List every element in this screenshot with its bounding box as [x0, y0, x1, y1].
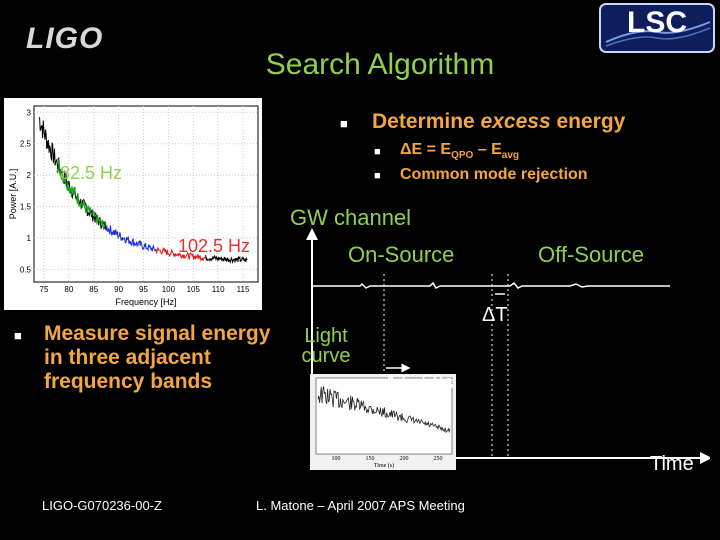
spectrum-grid: [34, 106, 258, 282]
lc-x-tick-label: 250: [434, 456, 443, 462]
lsc-logo-text: LSC: [627, 6, 687, 39]
sub-bullet-common-mode: Common mode rejection: [400, 166, 588, 183]
bullet-text-suffix: energy: [550, 110, 626, 133]
gw-channel-label: GW channel: [290, 205, 412, 230]
footer-document-id: LIGO-G070236-00-Z: [42, 498, 162, 513]
subscript-qpo: QPO: [451, 150, 474, 162]
x-tick-label: 105: [187, 285, 201, 294]
y-tick-label: 0.5: [20, 265, 32, 274]
delta-t-50-label: ΔT=50s: [384, 372, 454, 394]
sub-bullet-delta-e: ΔE = EQPO – Eavg: [400, 141, 519, 161]
y-tick-label: 2: [27, 171, 32, 180]
lsc-logo: LSC: [599, 3, 715, 53]
sub-bullet-marker: ■: [374, 170, 381, 182]
bullet-marker: ■: [340, 116, 348, 131]
bullet-marker: ■: [14, 328, 22, 343]
bullet-text-prefix: Determine: [372, 110, 481, 133]
spectrum-plot: 75 80 85 90 95 100 105 110 115 0.5 1 1.5 2 2.5 3 Freq…: [4, 98, 262, 310]
footer-presenter: L. Matone – April 2007 APS Meeting: [256, 498, 465, 513]
light-curve-plot: 100 150 200 250 Time (s): [310, 374, 456, 470]
band-curve: [105, 225, 157, 252]
x-tick-label: 80: [64, 285, 73, 294]
light-curve-ticks: 100 150 200 250: [332, 456, 443, 462]
lc-x-tick-label: 100: [332, 456, 341, 462]
spectrum-curve: [205, 254, 248, 265]
delta-t-label: ΔT: [482, 304, 508, 326]
ligo-logo: LIGO: [26, 22, 104, 55]
x-tick-label: 90: [114, 285, 123, 294]
x-tick-label: 95: [139, 285, 148, 294]
band-curve: [155, 246, 206, 262]
band-curve: [56, 159, 107, 230]
bullet-text-emphasis: excess: [480, 110, 551, 133]
spectrum-x-ticks: 75 80 85 90 95 100 105 110 115: [40, 285, 250, 294]
slide-title: Search Algorithm: [265, 48, 495, 81]
x-tick-label: 100: [162, 285, 176, 294]
band-label-92-5: 92.5 Hz: [138, 213, 201, 233]
bullet-measure-signal: Measure signal energy in three adjacent …: [44, 322, 271, 393]
minus-e-text: – E: [473, 141, 502, 158]
y-tick-label: 2.5: [20, 140, 32, 149]
delta-e-text: ΔE = E: [400, 141, 452, 158]
spectrum-y-ticks: 0.5 1 1.5 2 2.5 3: [20, 108, 32, 274]
sub-bullet-marker: ■: [374, 146, 381, 158]
spectrum-y-label: Power [A.U.]: [8, 169, 18, 220]
time-axis-label: Time: [650, 453, 694, 475]
x-tick-label: 85: [89, 285, 98, 294]
spectrum-x-label: Frequency [Hz]: [115, 297, 176, 307]
y-tick-label: 3: [27, 108, 32, 117]
band-label-82-5: 82.5 Hz: [60, 163, 123, 183]
on-source-label: On-Source: [348, 242, 455, 267]
spectrum-curve: [39, 117, 107, 231]
bullet-determine-excess-energy: Determine excess energy: [372, 110, 625, 134]
subscript-avg: avg: [501, 150, 520, 162]
lc-x-tick-label: 150: [366, 456, 375, 462]
lc-x-tick-label: 200: [400, 456, 409, 462]
light-curve-label: Light curve: [301, 325, 351, 367]
light-curve-x-label: Time (s): [374, 462, 394, 469]
x-tick-label: 115: [237, 285, 250, 294]
light-curve-trace: [317, 386, 451, 434]
x-tick-label: 75: [40, 285, 49, 294]
y-tick-label: 1.5: [20, 203, 32, 212]
y-tick-label: 1: [27, 234, 32, 243]
gw-channel-trace: [312, 281, 670, 289]
x-tick-label: 110: [212, 285, 225, 294]
off-source-label: Off-Source: [538, 242, 644, 267]
spectrum-curves: [39, 117, 248, 265]
band-label-102-5: 102.5 Hz: [178, 236, 251, 256]
